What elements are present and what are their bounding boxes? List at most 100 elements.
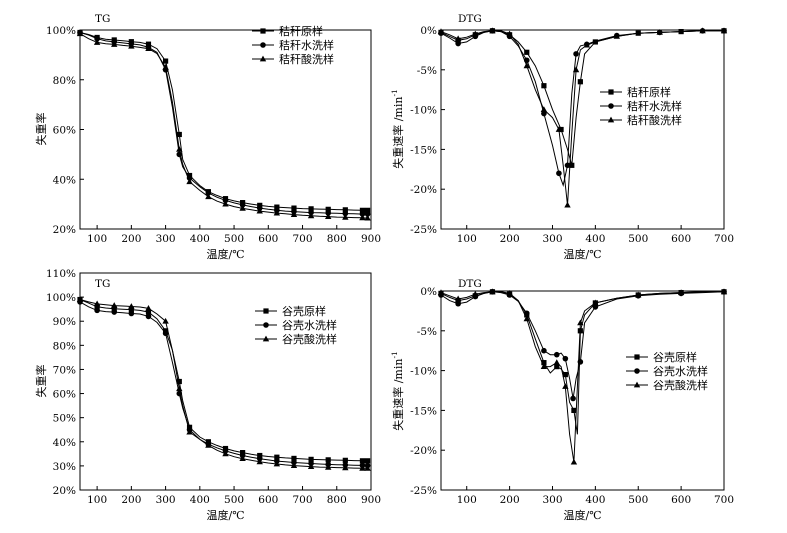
data-point [541, 360, 547, 366]
data-point [562, 383, 569, 389]
data-point [577, 319, 584, 326]
y-tick-label: -15% [410, 144, 437, 156]
data-point [656, 28, 663, 35]
x-axis-label: 温度/℃ [206, 247, 244, 261]
y-tick-suffix: % [66, 292, 76, 304]
data-point [489, 27, 496, 34]
y-tick-label: 0% [420, 286, 437, 298]
y-tick-value: 40 [53, 437, 66, 449]
y-axis-label-text: 失重速率 /min [391, 97, 405, 169]
x-tick-label: 300 [542, 494, 562, 506]
x-tick-label: 100 [87, 233, 107, 245]
data-point [307, 212, 315, 219]
data-point [145, 305, 152, 311]
legend-marker [608, 103, 614, 109]
data-point [558, 126, 564, 133]
data-point [572, 66, 580, 73]
y-tick-suffix: % [427, 445, 437, 457]
data-point [325, 457, 331, 463]
data-point [541, 347, 547, 354]
series-2 [438, 27, 727, 188]
data-point [592, 304, 599, 310]
y-tick-suffix: % [66, 485, 76, 497]
y-tick-label: 20% [53, 224, 76, 236]
y-tick-suffix: % [427, 286, 437, 298]
data-point [162, 317, 169, 324]
data-point [556, 170, 562, 177]
y-axis-label-text: 失重率 [34, 365, 48, 398]
data-point [562, 355, 569, 362]
legend-marker [263, 308, 269, 314]
data-point [472, 30, 479, 37]
plot-frame [79, 272, 372, 491]
y-axis-label: 失重速率 /min-1 [390, 351, 405, 431]
data-point [699, 27, 706, 34]
data-point [145, 313, 152, 320]
data-point [583, 41, 590, 48]
panel-title: TG [95, 13, 110, 25]
data-point [273, 209, 281, 216]
data-point [325, 210, 332, 216]
y-tick-label: -5% [417, 326, 437, 338]
y-tick-suffix: % [66, 437, 76, 449]
data-point [111, 309, 118, 315]
data-point [540, 363, 548, 370]
legend-label: 谷壳水洗样 [653, 364, 708, 378]
data-point [523, 62, 530, 69]
data-point [342, 207, 348, 213]
data-point [359, 207, 366, 213]
x-tick-label: 600 [671, 233, 691, 245]
y-tick-suffix: % [66, 461, 76, 473]
x-tick-label: 200 [121, 233, 141, 245]
y-tick-value: 70 [53, 364, 66, 376]
data-point [342, 213, 349, 220]
y-axis-label-superscript: -1 [390, 89, 399, 96]
y-tick-value: -10 [410, 105, 427, 117]
x-tick-label: 500 [628, 494, 648, 506]
x-tick-label: 200 [121, 494, 141, 506]
x-tick-label: 200 [500, 233, 520, 245]
data-point [573, 51, 579, 57]
x-tick-label: 100 [457, 494, 477, 506]
data-point [222, 200, 229, 207]
data-point [76, 30, 84, 37]
y-tick-label: 90% [53, 316, 76, 328]
legend-marker [633, 381, 641, 388]
legend-label: 秸秆原样 [627, 85, 671, 99]
data-point [454, 295, 462, 302]
series-line [440, 30, 724, 206]
data-point [176, 385, 183, 392]
chart-panel-3: 100 200 300 400 500 600 700 800 90020%30%40%50%6… [34, 268, 381, 522]
data-point [506, 289, 513, 296]
legend-marker [608, 89, 614, 95]
series-line [440, 30, 724, 166]
data-point [325, 213, 332, 219]
panel-title: DTG [458, 13, 482, 25]
data-point [205, 193, 212, 200]
data-point [720, 288, 728, 295]
y-tick-label: 40% [53, 174, 76, 186]
data-point [176, 146, 183, 152]
data-point [128, 42, 135, 49]
y-axis-label: 失重速率 /min-1 [390, 89, 405, 169]
x-tick-label: 700 [714, 233, 734, 245]
data-point [613, 32, 621, 39]
data-point [359, 464, 366, 471]
data-point [455, 300, 461, 307]
y-tick-value: 80 [53, 75, 66, 87]
data-point [472, 290, 479, 297]
x-tick-label: 600 [671, 494, 691, 506]
y-tick-value: 90 [53, 316, 66, 328]
y-tick-label: 40% [53, 437, 76, 449]
data-point [553, 351, 560, 358]
data-point [274, 454, 280, 460]
y-tick-label: 110% [46, 268, 76, 280]
legend-label: 秸秆酸洗样 [627, 113, 682, 127]
y-tick-value: 20 [53, 485, 66, 497]
x-tick-label: 900 [361, 494, 381, 506]
chart-panel-4: 100 200 300 400 500 600 700-25%-20%-15%-10%-5%… [390, 278, 734, 522]
data-point [359, 214, 366, 221]
series-3 [437, 27, 728, 208]
y-tick-value: 100 [46, 25, 66, 37]
